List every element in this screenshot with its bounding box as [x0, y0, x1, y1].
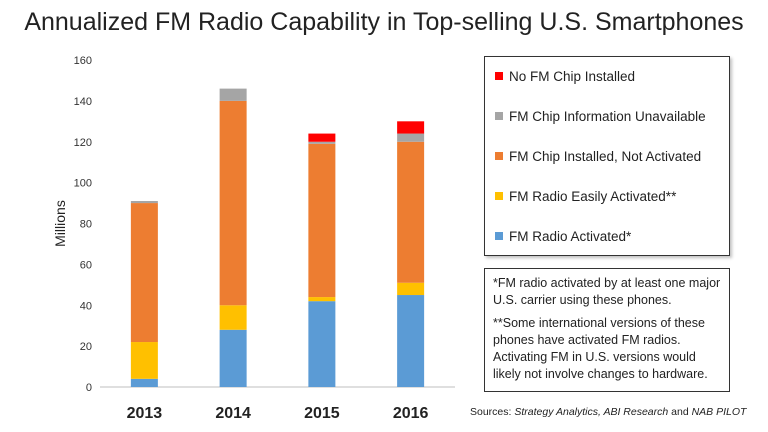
y-tick-label: 140: [74, 96, 92, 108]
y-tick-label: 20: [80, 341, 92, 353]
y-tick-label: 80: [80, 219, 92, 231]
legend-item-activated: FM Radio Activated*: [495, 227, 631, 245]
y-tick-label: 0: [86, 382, 92, 394]
bar-segment: [397, 121, 425, 134]
bar-segment: [130, 342, 158, 379]
bar-segment: [308, 301, 336, 387]
y-tick-label: 100: [74, 178, 92, 190]
legend-swatch: [495, 232, 503, 240]
legend: No FM Chip Installed FM Chip Information…: [484, 56, 730, 256]
sources-text: Sources: Strategy Analytics, ABI Researc…: [470, 406, 746, 418]
x-tick-label: 2016: [393, 405, 429, 422]
bar-segment: [397, 282, 425, 296]
y-axis-label: Millions: [52, 200, 68, 247]
legend-item-chip-not-activated: FM Chip Installed, Not Activated: [495, 147, 701, 165]
x-tick-label: 2015: [304, 405, 340, 422]
sources-prefix: Sources:: [470, 406, 515, 418]
legend-label: FM Chip Installed, Not Activated: [509, 148, 702, 164]
sources-names: Strategy Analytics, ABI Research: [514, 406, 669, 418]
legend-swatch: [495, 112, 503, 120]
bar-segment: [308, 297, 336, 302]
bar-segment: [308, 143, 336, 298]
chart-plot: 0 20 40 60 80 100 120 140 160 Millions 2013 2014 201…: [52, 55, 455, 422]
legend-label: FM Radio Easily Activated**: [509, 188, 677, 204]
legend-item-info-unavailable: FM Chip Information Unavailable: [495, 107, 706, 125]
y-tick-label: 120: [74, 137, 92, 149]
footnote-activated: *FM radio activated by at least one majo…: [493, 276, 721, 307]
bar-segment: [397, 141, 425, 283]
y-tick-label: 40: [80, 300, 92, 312]
bar-segment: [130, 201, 158, 204]
legend-label: FM Radio Activated*: [509, 228, 632, 244]
bar-segment: [219, 305, 247, 330]
legend-item-easily-activated: FM Radio Easily Activated**: [495, 187, 676, 205]
legend-label: No FM Chip Installed: [509, 68, 636, 84]
sources-nab: NAB PILOT: [691, 406, 747, 418]
legend-swatch: [495, 72, 503, 80]
bar-segment: [397, 295, 425, 387]
bar-segment: [130, 378, 158, 387]
legend-swatch: [495, 152, 503, 160]
legend-swatch: [495, 192, 503, 200]
y-tick-label: 60: [80, 259, 92, 271]
y-tick-label: 160: [74, 55, 92, 67]
x-tick-label: 2013: [127, 405, 163, 422]
bar-segment: [308, 133, 336, 142]
bar-segment: [397, 133, 425, 142]
footnotes-box: *FM radio activated by at least one majo…: [484, 268, 730, 392]
footnote-international: **Some international versions of these p…: [493, 316, 708, 381]
sources-and: and: [668, 406, 692, 418]
bar-segment: [308, 141, 336, 144]
legend-label: FM Chip Information Unavailable: [509, 108, 706, 124]
bar-segment: [219, 329, 247, 387]
x-tick-label: 2014: [215, 405, 251, 422]
bar-segment: [130, 203, 158, 343]
chart-title: Annualized FM Radio Capability in Top-se…: [24, 8, 744, 36]
bar-segment: [219, 100, 247, 306]
legend-item-no-fm-chip: No FM Chip Installed: [495, 67, 635, 85]
bar-segment: [219, 88, 247, 101]
